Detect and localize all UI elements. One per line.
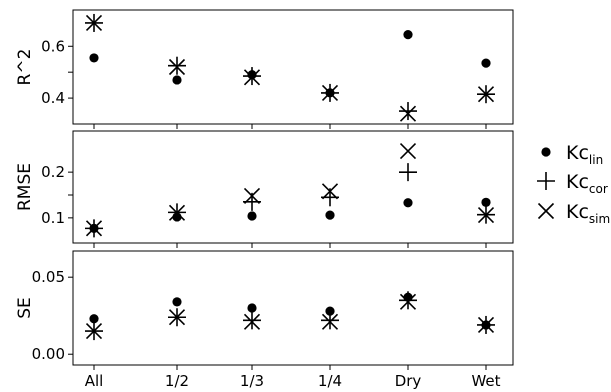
point-lin	[403, 30, 413, 40]
legend-entry-lin: Kclin	[541, 142, 603, 167]
legend-label-sim: Kcsim	[566, 201, 610, 226]
point-sim	[321, 313, 339, 330]
point-sim	[477, 316, 495, 334]
y-axis-title: RMSE	[15, 163, 35, 211]
x-tick-label: All	[85, 372, 104, 390]
point-sim	[399, 143, 417, 160]
point-sim	[477, 207, 495, 224]
point-sim	[321, 183, 339, 200]
point-lin	[481, 197, 491, 207]
panel-2: 0.1 0.2 RMSE	[15, 130, 514, 248]
point-sim	[243, 313, 261, 330]
point-cor	[399, 163, 417, 182]
legend-entry-sim: Kcsim	[537, 201, 610, 226]
legend-marker-cor	[537, 172, 555, 190]
point-lin	[325, 210, 335, 220]
point-lin	[481, 58, 491, 68]
point-cor	[243, 311, 261, 330]
point-sim	[477, 86, 495, 103]
legend-label-cor: Kccor	[566, 171, 608, 196]
point-sim	[321, 84, 339, 101]
point-sim	[168, 58, 186, 76]
point-lin	[172, 297, 182, 307]
y-tick-label: 0.2	[41, 163, 65, 181]
point-lin	[247, 303, 257, 313]
x-tick-label: Wet	[471, 372, 500, 390]
point-sim	[85, 14, 103, 32]
panel-frame	[72, 250, 514, 366]
point-sim	[168, 309, 186, 326]
panel-3: 0.00 0.05 SE All 1/2 1/3 1/4 Dry Wet	[15, 250, 514, 390]
x-tick-label: Dry	[395, 372, 422, 390]
panel-1: 0.4 0.6 R^2	[15, 9, 514, 129]
y-tick-label: 0.00	[32, 345, 65, 363]
point-lin	[247, 211, 257, 221]
point-cor	[168, 56, 186, 75]
y-tick-label: 0.6	[41, 37, 65, 55]
point-sim	[243, 69, 261, 86]
y-tick-label: 0.05	[32, 268, 65, 286]
legend-marker-lin	[541, 147, 551, 157]
point-sim	[85, 323, 103, 340]
legend: Kclin Kccor Kcsim	[537, 142, 610, 226]
legend-entry-cor: Kccor	[537, 171, 608, 196]
point-cor	[399, 102, 417, 121]
point-lin	[325, 306, 335, 316]
point-cor	[243, 67, 261, 86]
y-tick-label: 0.1	[41, 209, 65, 227]
point-cor	[399, 291, 417, 310]
x-tick-label: 1/2	[165, 372, 189, 390]
legend-marker-sim	[537, 202, 555, 220]
x-tick-label: 1/4	[318, 372, 342, 390]
panel-frame	[72, 130, 514, 244]
y-axis-title: R^2	[15, 49, 35, 86]
point-lin	[89, 53, 99, 63]
panel-frame	[72, 9, 514, 125]
point-lin	[89, 314, 99, 324]
point-sim	[399, 293, 417, 310]
point-sim	[168, 204, 186, 221]
legend-label-lin: Kclin	[566, 142, 603, 167]
point-sim	[399, 105, 417, 122]
y-axis-title: SE	[15, 297, 35, 319]
point-lin	[172, 75, 182, 85]
point-lin	[403, 198, 413, 208]
point-sim	[243, 187, 261, 204]
x-tick-label: 1/3	[240, 372, 264, 390]
point-sim	[85, 220, 103, 237]
point-cor	[321, 311, 339, 330]
y-tick-label: 0.4	[41, 89, 65, 107]
